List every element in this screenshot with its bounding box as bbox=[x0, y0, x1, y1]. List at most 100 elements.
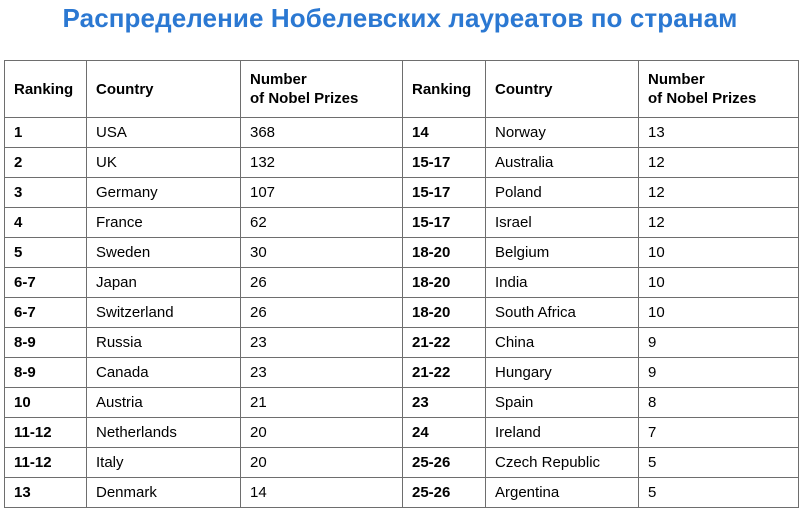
country-cell: Italy bbox=[86, 447, 241, 478]
rank-cell: 25-26 bbox=[402, 447, 486, 478]
country-cell: Belgium bbox=[485, 237, 639, 268]
prizes-cell: 10 bbox=[638, 297, 799, 328]
country-cell: Israel bbox=[485, 207, 639, 238]
rank-cell: 15-17 bbox=[402, 147, 486, 178]
table-row: 8-9 Russia 23 21-22 China 9 bbox=[4, 327, 799, 358]
prizes-cell: 9 bbox=[638, 357, 799, 388]
country-cell: Germany bbox=[86, 177, 241, 208]
rank-cell: 3 bbox=[4, 177, 87, 208]
table-row: 8-9 Canada 23 21-22 Hungary 9 bbox=[4, 357, 799, 388]
rank-cell: 15-17 bbox=[402, 177, 486, 208]
rank-cell: 11-12 bbox=[4, 447, 87, 478]
prizes-cell: 23 bbox=[240, 357, 403, 388]
prizes-cell: 12 bbox=[638, 177, 799, 208]
table-row: 5 Sweden 30 18-20 Belgium 10 bbox=[4, 237, 799, 268]
rank-cell: 10 bbox=[4, 387, 87, 418]
country-cell: Hungary bbox=[485, 357, 639, 388]
country-cell: France bbox=[86, 207, 241, 238]
country-cell: Spain bbox=[485, 387, 639, 418]
country-cell: Sweden bbox=[86, 237, 241, 268]
prizes-cell: 368 bbox=[240, 117, 403, 148]
prizes-cell: 5 bbox=[638, 447, 799, 478]
prizes-cell: 9 bbox=[638, 327, 799, 358]
table-row: 2 UK 132 15-17 Australia 12 bbox=[4, 147, 799, 178]
header-number-right: Number of Nobel Prizes bbox=[638, 60, 799, 118]
prizes-cell: 5 bbox=[638, 477, 799, 508]
rank-cell: 18-20 bbox=[402, 237, 486, 268]
header-ranking-right: Ranking bbox=[402, 60, 486, 118]
country-cell: Poland bbox=[485, 177, 639, 208]
country-cell: Norway bbox=[485, 117, 639, 148]
country-cell: Czech Republic bbox=[485, 447, 639, 478]
table-row: 6-7 Switzerland 26 18-20 South Africa 10 bbox=[4, 297, 799, 328]
header-ranking-left: Ranking bbox=[4, 60, 87, 118]
prizes-cell: 23 bbox=[240, 327, 403, 358]
prizes-cell: 7 bbox=[638, 417, 799, 448]
country-cell: Australia bbox=[485, 147, 639, 178]
rank-cell: 15-17 bbox=[402, 207, 486, 238]
rank-cell: 6-7 bbox=[4, 267, 87, 298]
prizes-cell: 20 bbox=[240, 417, 403, 448]
country-cell: South Africa bbox=[485, 297, 639, 328]
rank-cell: 24 bbox=[402, 417, 486, 448]
rank-cell: 21-22 bbox=[402, 327, 486, 358]
rank-cell: 2 bbox=[4, 147, 87, 178]
header-number-line2: of Nobel Prizes bbox=[250, 90, 359, 107]
rank-cell: 23 bbox=[402, 387, 486, 418]
prizes-cell: 14 bbox=[240, 477, 403, 508]
prizes-cell: 10 bbox=[638, 237, 799, 268]
prizes-cell: 13 bbox=[638, 117, 799, 148]
nobel-prizes-table: Ranking Country Number of Nobel Prizes Ra… bbox=[4, 60, 799, 508]
table-row: 4 France 62 15-17 Israel 12 bbox=[4, 207, 799, 238]
prizes-cell: 30 bbox=[240, 237, 403, 268]
prizes-cell: 12 bbox=[638, 147, 799, 178]
country-cell: Austria bbox=[86, 387, 241, 418]
rank-cell: 13 bbox=[4, 477, 87, 508]
rank-cell: 11-12 bbox=[4, 417, 87, 448]
country-cell: USA bbox=[86, 117, 241, 148]
table-row: 3 Germany 107 15-17 Poland 12 bbox=[4, 177, 799, 208]
country-cell: Ireland bbox=[485, 417, 639, 448]
table-header-row: Ranking Country Number of Nobel Prizes Ra… bbox=[4, 60, 799, 118]
header-number-line2: of Nobel Prizes bbox=[648, 90, 757, 107]
rank-cell: 21-22 bbox=[402, 357, 486, 388]
rank-cell: 25-26 bbox=[402, 477, 486, 508]
prizes-cell: 26 bbox=[240, 297, 403, 328]
table-row: 11-12 Netherlands 20 24 Ireland 7 bbox=[4, 417, 799, 448]
prizes-cell: 20 bbox=[240, 447, 403, 478]
table-row: 10 Austria 21 23 Spain 8 bbox=[4, 387, 799, 418]
rank-cell: 8-9 bbox=[4, 357, 87, 388]
header-country-left: Country bbox=[86, 60, 241, 118]
country-cell: Netherlands bbox=[86, 417, 241, 448]
header-country-right: Country bbox=[485, 60, 639, 118]
prizes-cell: 21 bbox=[240, 387, 403, 418]
rank-cell: 4 bbox=[4, 207, 87, 238]
rank-cell: 8-9 bbox=[4, 327, 87, 358]
table-row: 1 USA 368 14 Norway 13 bbox=[4, 117, 799, 148]
country-cell: Japan bbox=[86, 267, 241, 298]
rank-cell: 1 bbox=[4, 117, 87, 148]
header-number-line1: Number bbox=[648, 71, 705, 88]
prizes-cell: 62 bbox=[240, 207, 403, 238]
prizes-cell: 107 bbox=[240, 177, 403, 208]
rank-cell: 5 bbox=[4, 237, 87, 268]
prizes-cell: 8 bbox=[638, 387, 799, 418]
rank-cell: 14 bbox=[402, 117, 486, 148]
prizes-cell: 26 bbox=[240, 267, 403, 298]
page-title: Распределение Нобелевских лауреатов по с… bbox=[62, 3, 738, 33]
country-cell: Switzerland bbox=[86, 297, 241, 328]
table-row: 11-12 Italy 20 25-26 Czech Republic 5 bbox=[4, 447, 799, 478]
prizes-cell: 10 bbox=[638, 267, 799, 298]
rank-cell: 18-20 bbox=[402, 297, 486, 328]
rank-cell: 6-7 bbox=[4, 297, 87, 328]
header-number-line1: Number bbox=[250, 71, 307, 88]
country-cell: India bbox=[485, 267, 639, 298]
table-row: 6-7 Japan 26 18-20 India 10 bbox=[4, 267, 799, 298]
country-cell: Russia bbox=[86, 327, 241, 358]
country-cell: UK bbox=[86, 147, 241, 178]
prizes-cell: 132 bbox=[240, 147, 403, 178]
country-cell: Canada bbox=[86, 357, 241, 388]
table-row: 13 Denmark 14 25-26 Argentina 5 bbox=[4, 477, 799, 508]
prizes-cell: 12 bbox=[638, 207, 799, 238]
country-cell: Denmark bbox=[86, 477, 241, 508]
